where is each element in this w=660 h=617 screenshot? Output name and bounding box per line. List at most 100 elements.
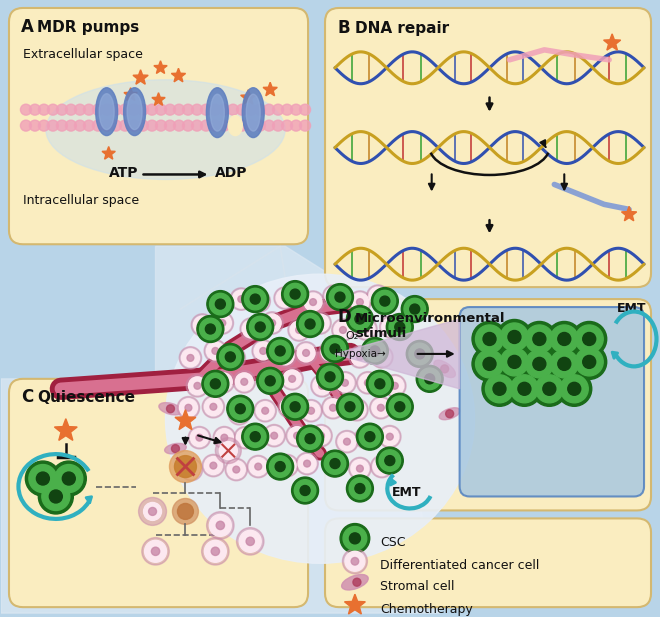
Circle shape — [483, 333, 496, 346]
Circle shape — [508, 331, 521, 344]
Circle shape — [151, 547, 160, 555]
Circle shape — [240, 531, 261, 552]
Circle shape — [395, 402, 405, 412]
Circle shape — [546, 321, 581, 357]
Circle shape — [278, 457, 296, 474]
Circle shape — [202, 537, 229, 565]
Circle shape — [25, 461, 60, 496]
Circle shape — [332, 319, 354, 341]
Circle shape — [265, 376, 272, 383]
Circle shape — [351, 293, 369, 311]
Circle shape — [178, 503, 193, 520]
Circle shape — [215, 429, 233, 447]
Circle shape — [290, 402, 300, 412]
FancyBboxPatch shape — [325, 8, 651, 287]
Circle shape — [518, 383, 531, 395]
Circle shape — [216, 521, 224, 529]
Circle shape — [348, 401, 366, 419]
Circle shape — [137, 120, 148, 131]
Text: O₂: O₂ — [345, 331, 358, 341]
Circle shape — [295, 342, 317, 364]
Circle shape — [269, 456, 291, 478]
Circle shape — [259, 371, 277, 389]
Circle shape — [336, 431, 358, 453]
Circle shape — [209, 104, 220, 115]
Circle shape — [170, 450, 201, 482]
Circle shape — [302, 291, 324, 313]
Circle shape — [446, 410, 453, 418]
Circle shape — [205, 457, 222, 474]
Circle shape — [354, 426, 377, 449]
Ellipse shape — [242, 88, 264, 138]
Circle shape — [483, 357, 496, 370]
Circle shape — [282, 352, 288, 359]
FancyBboxPatch shape — [9, 8, 308, 244]
Text: C: C — [21, 387, 33, 406]
Circle shape — [284, 396, 306, 418]
Circle shape — [249, 458, 267, 476]
Circle shape — [30, 120, 40, 131]
Circle shape — [558, 333, 571, 346]
Circle shape — [228, 104, 238, 115]
Circle shape — [186, 375, 209, 397]
Circle shape — [330, 458, 340, 468]
Circle shape — [324, 453, 346, 474]
Circle shape — [164, 104, 176, 115]
Circle shape — [525, 325, 553, 353]
Circle shape — [395, 322, 405, 332]
Circle shape — [236, 120, 248, 131]
Circle shape — [38, 479, 73, 514]
Circle shape — [263, 424, 285, 447]
Circle shape — [288, 319, 310, 341]
Circle shape — [156, 104, 166, 115]
Circle shape — [246, 537, 254, 545]
Circle shape — [191, 429, 209, 447]
Circle shape — [550, 350, 578, 378]
Circle shape — [558, 357, 571, 370]
Circle shape — [201, 120, 211, 131]
Circle shape — [282, 295, 288, 302]
Ellipse shape — [159, 403, 182, 415]
Polygon shape — [263, 82, 277, 96]
Circle shape — [205, 324, 215, 334]
Circle shape — [312, 427, 330, 445]
Circle shape — [180, 458, 203, 481]
Circle shape — [183, 120, 193, 131]
Circle shape — [205, 373, 226, 395]
Circle shape — [244, 288, 266, 310]
Circle shape — [210, 462, 216, 469]
Circle shape — [29, 465, 57, 492]
Circle shape — [351, 460, 369, 478]
Circle shape — [284, 283, 306, 305]
Circle shape — [147, 104, 158, 115]
Circle shape — [282, 281, 309, 307]
Circle shape — [156, 120, 166, 131]
Circle shape — [349, 308, 371, 330]
Circle shape — [362, 337, 388, 365]
Ellipse shape — [228, 115, 242, 136]
Circle shape — [300, 486, 310, 495]
Ellipse shape — [211, 94, 224, 131]
Circle shape — [343, 549, 368, 574]
Circle shape — [376, 447, 403, 474]
Circle shape — [102, 104, 112, 115]
Circle shape — [296, 326, 302, 333]
Circle shape — [321, 450, 348, 477]
Circle shape — [532, 371, 567, 407]
FancyBboxPatch shape — [325, 299, 651, 510]
Circle shape — [238, 296, 245, 302]
Circle shape — [232, 290, 250, 308]
Circle shape — [202, 454, 224, 477]
Circle shape — [38, 104, 50, 115]
Text: B: B — [338, 19, 350, 37]
Circle shape — [583, 355, 596, 368]
Circle shape — [191, 120, 203, 131]
Circle shape — [373, 458, 391, 476]
Circle shape — [583, 333, 596, 346]
Text: Extracellular space: Extracellular space — [23, 48, 143, 61]
Text: Microenvironmental: Microenvironmental — [355, 312, 506, 325]
Circle shape — [252, 340, 275, 362]
Circle shape — [209, 120, 220, 131]
Circle shape — [246, 104, 257, 115]
Circle shape — [345, 402, 355, 412]
